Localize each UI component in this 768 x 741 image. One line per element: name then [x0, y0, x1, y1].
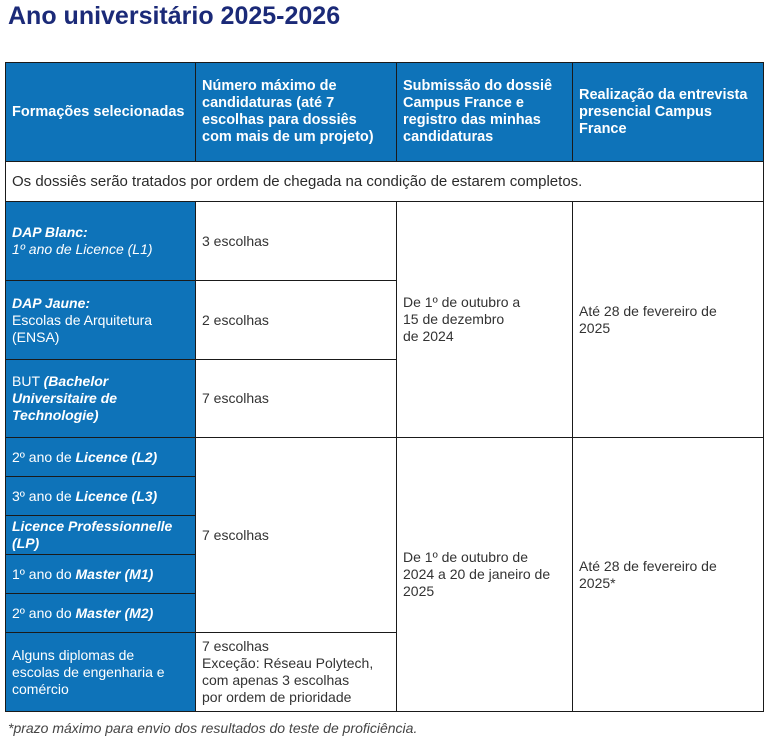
lp-em2: (LP) [12, 535, 40, 551]
m1-em: Master (M1) [75, 565, 154, 582]
ent1-line2: 2025 [579, 319, 611, 336]
l2-prefix: 2º ano de [12, 448, 76, 465]
dap-jaune-title: DAP Jaune: [12, 294, 91, 311]
lp-em1: Licence Professionnelle [12, 518, 173, 534]
formacao-l2: 2º ano de Licence (L2) [5, 437, 196, 477]
eng-choices3: com apenas 3 escolhas [202, 672, 350, 688]
m1-prefix: 1º ano do [12, 565, 76, 582]
page-title: Ano universitário 2025-2026 [8, 2, 341, 30]
eng-choices1: 7 escolhas [202, 638, 269, 654]
ent2-line2: 2025* [579, 574, 616, 591]
table-row: DAP Blanc: 1º ano de Licence (L1) 3 esco… [5, 201, 764, 438]
sub1-line2: 15 de dezembro [403, 311, 505, 327]
note-cell: Os dossiês serão tratados por ordem de c… [5, 161, 764, 202]
m2-em: Master (M2) [75, 604, 154, 621]
header-row: Formações selecionadas Número máximo de … [5, 62, 764, 162]
table-row: Licence Professionnelle (LP) [5, 515, 764, 555]
dap-jaune-line1: Escolas de Arquitetura [12, 311, 153, 328]
sub2-line3: 2025 [403, 583, 435, 599]
table-row: 2º ano do Master (M2) [5, 593, 764, 633]
sub1-line1: De 1º de outubro a [403, 294, 521, 310]
choices-group2: 7 escolhas [195, 437, 397, 633]
sub1-line3: de 2024 [403, 328, 454, 344]
submissao-group2: De 1º de outubro de 2024 a 20 de janeiro… [396, 437, 573, 712]
table-row: 2º ano de Licence (L2) 7 escolhas De 1º … [5, 437, 764, 712]
formacao-lp: Licence Professionnelle (LP) [5, 515, 196, 555]
but-em2: Universitaire de [12, 390, 118, 406]
l3-em: Licence (L3) [75, 487, 158, 504]
ent1-line1: Até 28 de fevereiro de [579, 302, 717, 319]
choices-dap-blanc: 3 escolhas [195, 201, 397, 281]
formacao-m1: 1º ano do Master (M1) [5, 554, 196, 594]
eng-line1: Alguns diplomas de [12, 646, 135, 663]
formacao-l3: 3º ano de Licence (L3) [5, 476, 196, 516]
eng-choices4: por ordem de prioridade [202, 689, 352, 705]
ent2-line1: Até 28 de fevereiro de [579, 557, 717, 574]
table-row: 3º ano de Licence (L3) [5, 476, 764, 516]
entrevista-group2: Até 28 de fevereiro de 2025* [572, 437, 764, 712]
formacao-but: BUT (Bachelor Universitaire de Technolog… [5, 359, 196, 438]
formacao-dap-jaune: DAP Jaune: Escolas de Arquitetura (ENSA) [5, 280, 196, 360]
dap-jaune-line2: (ENSA) [12, 328, 60, 345]
l3-prefix: 3º ano de [12, 487, 76, 504]
entrevista-group1: Até 28 de fevereiro de 2025 [572, 201, 764, 438]
eng-line2: escolas de engenharia e [12, 663, 165, 680]
formacao-engenharia: Alguns diplomas de escolas de engenharia… [5, 632, 196, 712]
l2-em: Licence (L2) [75, 448, 158, 465]
table-row: BUT (Bachelor Universitaire de Technolog… [5, 359, 764, 438]
dap-blanc-line: 1º ano de Licence (L1) [12, 241, 153, 257]
header-submissao: Submissão do dossiê Campus France e regi… [396, 62, 573, 162]
header-entrevista: Realização da entrevista presencial Camp… [572, 62, 764, 162]
but-em3: Technologie) [12, 407, 99, 423]
choices-dap-jaune: 2 escolhas [195, 280, 397, 360]
choices-but: 7 escolhas [195, 359, 397, 438]
table-row: 1º ano do Master (M1) [5, 554, 764, 594]
dap-blanc-title: DAP Blanc: [12, 224, 88, 240]
candidatures-table: Formações selecionadas Número máximo de … [5, 62, 764, 712]
but-prefix: BUT [12, 373, 44, 389]
choices-engenharia: 7 escolhas Exceção: Réseau Polytech, com… [195, 632, 397, 712]
submissao-group1: De 1º de outubro a 15 de dezembro de 202… [396, 201, 573, 438]
footnote: *prazo máximo para envio dos resultados … [8, 720, 418, 736]
note-row: Os dossiês serão tratados por ordem de c… [5, 161, 764, 202]
table-row: Alguns diplomas de escolas de engenharia… [5, 632, 764, 712]
but-em1: (Bachelor [43, 373, 109, 389]
m2-prefix: 2º ano do [12, 604, 76, 621]
header-numero: Número máximo de candidaturas (até 7 esc… [195, 62, 397, 162]
formacao-dap-blanc: DAP Blanc: 1º ano de Licence (L1) [5, 201, 196, 281]
eng-choices2: Exceção: Réseau Polytech, [202, 655, 374, 671]
table-row: DAP Jaune: Escolas de Arquitetura (ENSA)… [5, 280, 764, 360]
eng-line3: comércio [12, 680, 69, 697]
sub2-line2: 2024 a 20 de janeiro de [403, 566, 551, 582]
header-formacoes: Formações selecionadas [5, 62, 196, 162]
sub2-line1: De 1º de outubro de [403, 549, 528, 565]
formacao-m2: 2º ano do Master (M2) [5, 593, 196, 633]
